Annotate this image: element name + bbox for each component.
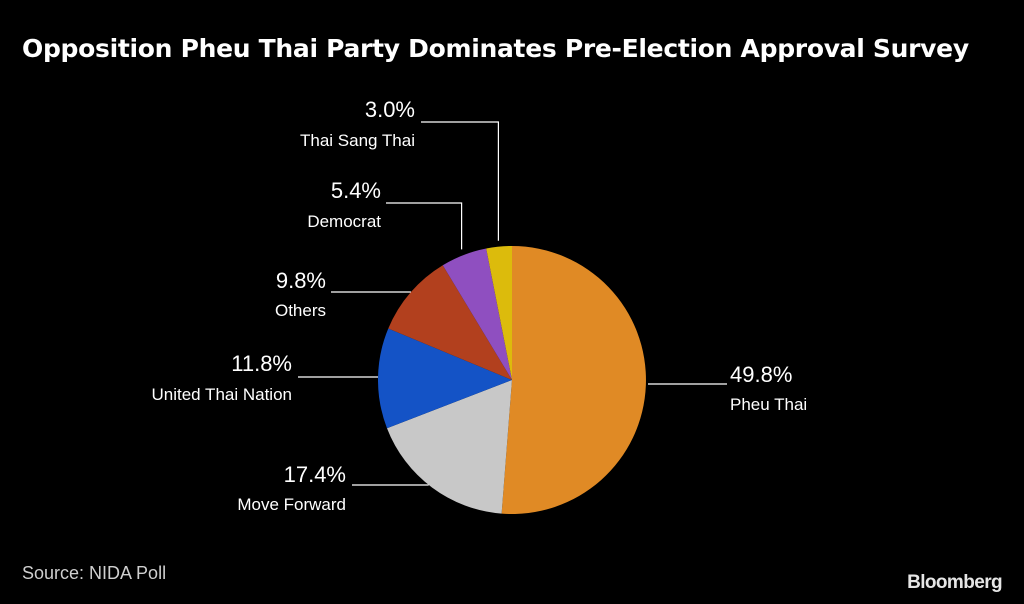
value-label-democrat: 5.4% xyxy=(331,178,381,203)
chart-title: Opposition Pheu Thai Party Dominates Pre… xyxy=(22,34,969,63)
pie-slice-thai-sang-thai xyxy=(486,246,512,380)
value-label-thai-sang-thai: 3.0% xyxy=(365,97,415,122)
value-label-pheu-thai: 49.8% xyxy=(730,362,792,387)
pie-slice-others xyxy=(388,265,512,380)
slice-labels: 49.8% Pheu Thai 17.4% Move Forward 11.8% Unit… xyxy=(152,97,808,514)
leader-lines xyxy=(298,121,727,486)
category-label-others: Others xyxy=(275,301,326,320)
value-label-united-thai-nation: 11.8% xyxy=(231,351,292,376)
value-label-others: 9.8% xyxy=(276,268,326,293)
pie-slice-united-thai-nation xyxy=(377,328,512,429)
source-note: Source: NIDA Poll xyxy=(22,563,167,583)
category-label-united-thai-nation: United Thai Nation xyxy=(152,385,293,404)
leader-line-democrat xyxy=(386,202,463,250)
leader-line-thai-sang-thai xyxy=(421,121,499,241)
category-label-democrat: Democrat xyxy=(307,212,381,231)
pie-slice-move-forward xyxy=(386,380,512,514)
category-label-thai-sang-thai: Thai Sang Thai xyxy=(300,131,415,150)
category-label-pheu-thai: Pheu Thai xyxy=(730,395,807,414)
category-label-move-forward: Move Forward xyxy=(237,495,346,514)
value-label-move-forward: 17.4% xyxy=(284,462,346,487)
bloomberg-logo: Bloomberg xyxy=(907,572,1002,593)
pie-slices xyxy=(377,246,646,514)
pie-slice-democrat xyxy=(442,248,512,380)
pie-slice-pheu-thai xyxy=(501,246,646,514)
